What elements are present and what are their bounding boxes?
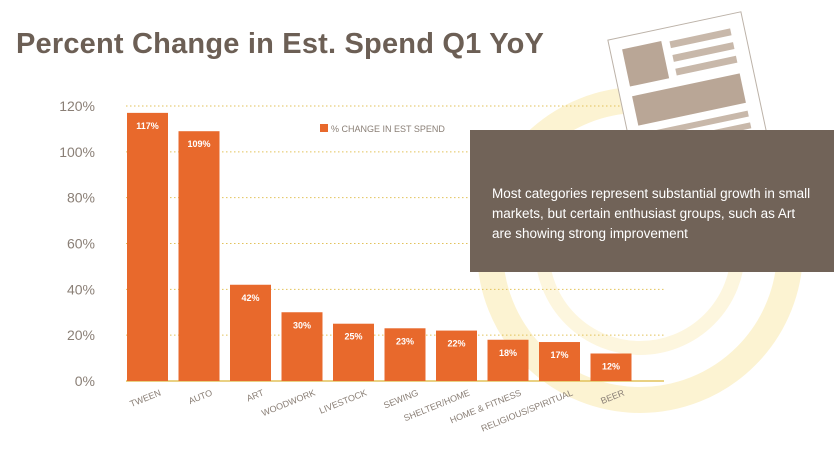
x-tick-label: RELIGIOUS/SPIRITUAL bbox=[480, 388, 575, 434]
bar-data-label: 42% bbox=[241, 293, 259, 303]
bar bbox=[384, 328, 426, 381]
x-tick-label: SEWING bbox=[382, 388, 420, 411]
bar-data-label: 117% bbox=[136, 121, 159, 131]
x-tick-label: TWEEN bbox=[128, 388, 162, 409]
bar bbox=[590, 353, 632, 381]
callout-note: Most categories represent substantial gr… bbox=[470, 130, 834, 272]
bar bbox=[436, 330, 477, 381]
bar bbox=[230, 284, 271, 381]
page-title: Percent Change in Est. Spend Q1 YoY bbox=[16, 28, 545, 60]
x-tick-label: AUTO bbox=[187, 388, 214, 407]
legend-label: % CHANGE IN EST SPEND bbox=[331, 124, 445, 134]
bar-data-label: 25% bbox=[344, 332, 362, 342]
bar-data-label: 22% bbox=[447, 339, 465, 349]
bar-data-label: 23% bbox=[396, 336, 414, 346]
bar-data-label: 12% bbox=[602, 362, 620, 372]
bar bbox=[127, 112, 168, 381]
bar bbox=[281, 312, 323, 381]
legend-swatch bbox=[320, 124, 328, 132]
bar bbox=[333, 323, 374, 381]
y-tick-label: 40% bbox=[67, 281, 95, 297]
x-tick-label: ART bbox=[245, 387, 266, 403]
bar bbox=[487, 339, 529, 381]
y-tick-label: 20% bbox=[67, 327, 95, 343]
y-tick-label: 60% bbox=[67, 236, 95, 252]
y-tick-label: 0% bbox=[75, 373, 95, 389]
bar-data-label: 17% bbox=[550, 350, 568, 360]
y-tick-label: 120% bbox=[59, 98, 95, 114]
callout-note-text: Most categories represent substantial gr… bbox=[492, 186, 811, 241]
bar-data-label: 18% bbox=[499, 348, 517, 358]
bar-data-label: 30% bbox=[293, 320, 311, 330]
y-tick-label: 80% bbox=[67, 190, 95, 206]
bar-data-label: 109% bbox=[187, 139, 210, 149]
bar bbox=[178, 131, 220, 381]
x-tick-label: BEER bbox=[599, 387, 626, 406]
y-tick-label: 100% bbox=[59, 144, 95, 160]
x-tick-label: WOODWORK bbox=[260, 388, 317, 419]
bar bbox=[539, 342, 580, 381]
x-tick-label: LIVESTOCK bbox=[318, 388, 368, 416]
